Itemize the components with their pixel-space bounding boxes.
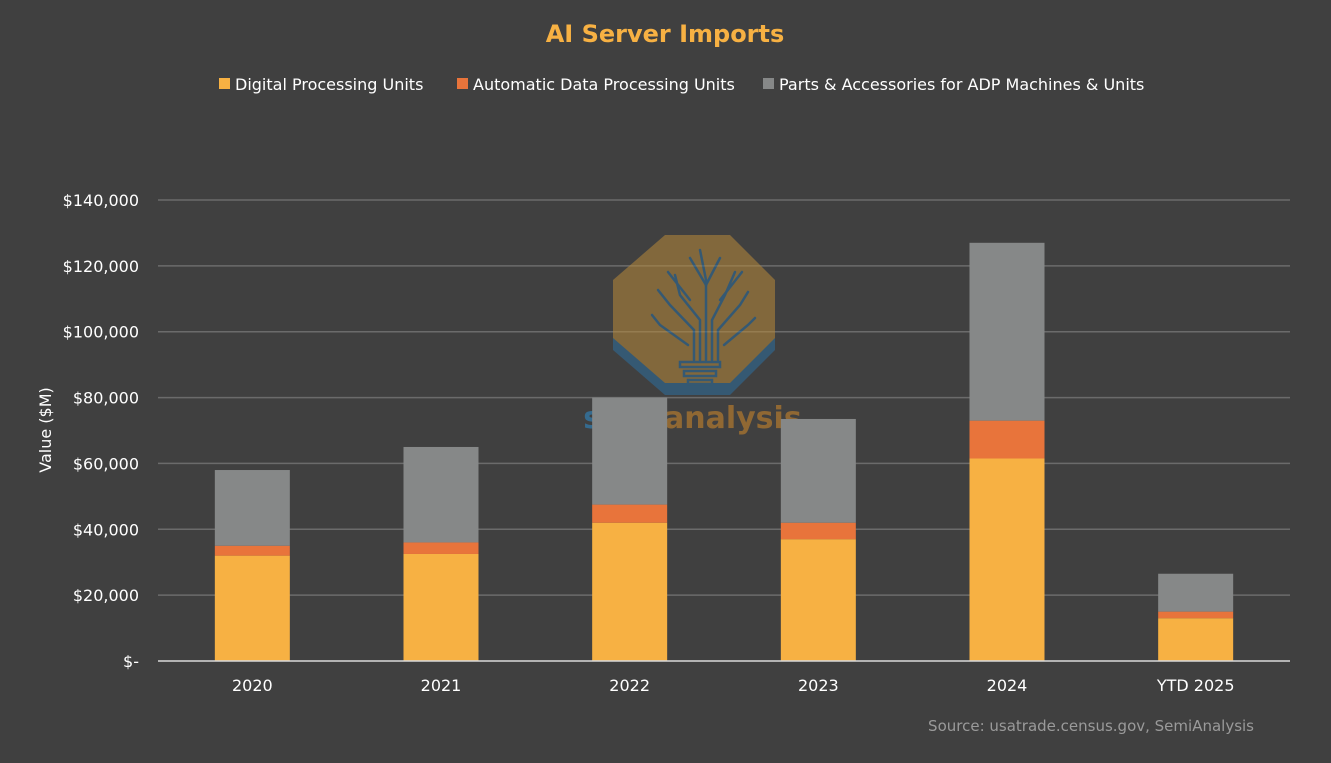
legend-swatch [457,78,468,89]
bar-segment [403,553,479,661]
legend-swatch [763,78,774,89]
y-tick-label: $80,000 [73,389,139,408]
x-tick-label: 2023 [798,676,839,695]
bar-segment [780,418,856,523]
chart-bars [214,242,1234,661]
bar-segment [592,397,668,505]
bar-segment [214,470,290,546]
bar-segment [1158,618,1234,661]
y-tick-label: $60,000 [73,454,139,473]
y-axis-label: Value ($M) [36,387,55,473]
bar-segment [403,446,479,543]
bar-segment [780,539,856,661]
semianalysis-watermark: semi analysis [583,235,802,436]
bar-segment [969,458,1045,661]
legend-swatch [219,78,230,89]
chart-legend: Digital Processing Units Automatic Data P… [219,75,1144,94]
legend-label: Parts & Accessories for ADP Machines & U… [779,75,1144,94]
bar-segment [1158,611,1234,619]
y-tick-label: $140,000 [63,191,139,210]
legend-label: Automatic Data Processing Units [473,75,735,94]
bar-segment [403,542,479,554]
y-tick-label: $- [123,652,139,671]
x-tick-label: 2020 [232,676,273,695]
bar-segment [780,522,856,540]
x-axis-ticks: 2020 2021 2022 2023 2024 YTD 2025 [232,676,1235,695]
bar-segment [969,420,1045,459]
bar-segment [592,522,668,661]
bar-segment [969,242,1045,421]
y-tick-label: $100,000 [63,323,139,342]
x-tick-label: YTD 2025 [1156,676,1235,695]
bar-segment [214,545,290,556]
chart-title: AI Server Imports [546,20,785,48]
source-note: Source: usatrade.census.gov, SemiAnalysi… [928,717,1254,735]
bar-segment [214,555,290,661]
y-axis-ticks: $- $20,000 $40,000 $60,000 $80,000 $100,000 $1… [63,191,139,671]
x-tick-label: 2022 [609,676,650,695]
circuit-tree-icon [650,248,757,386]
bar-segment [1158,573,1234,612]
y-tick-label: $120,000 [63,257,139,276]
y-tick-label: $40,000 [73,520,139,539]
x-tick-label: 2024 [987,676,1028,695]
x-tick-label: 2021 [421,676,462,695]
bar-segment [592,504,668,523]
legend-label: Digital Processing Units [235,75,423,94]
watermark-text-right: analysis [664,401,802,436]
y-tick-label: $20,000 [73,586,139,605]
